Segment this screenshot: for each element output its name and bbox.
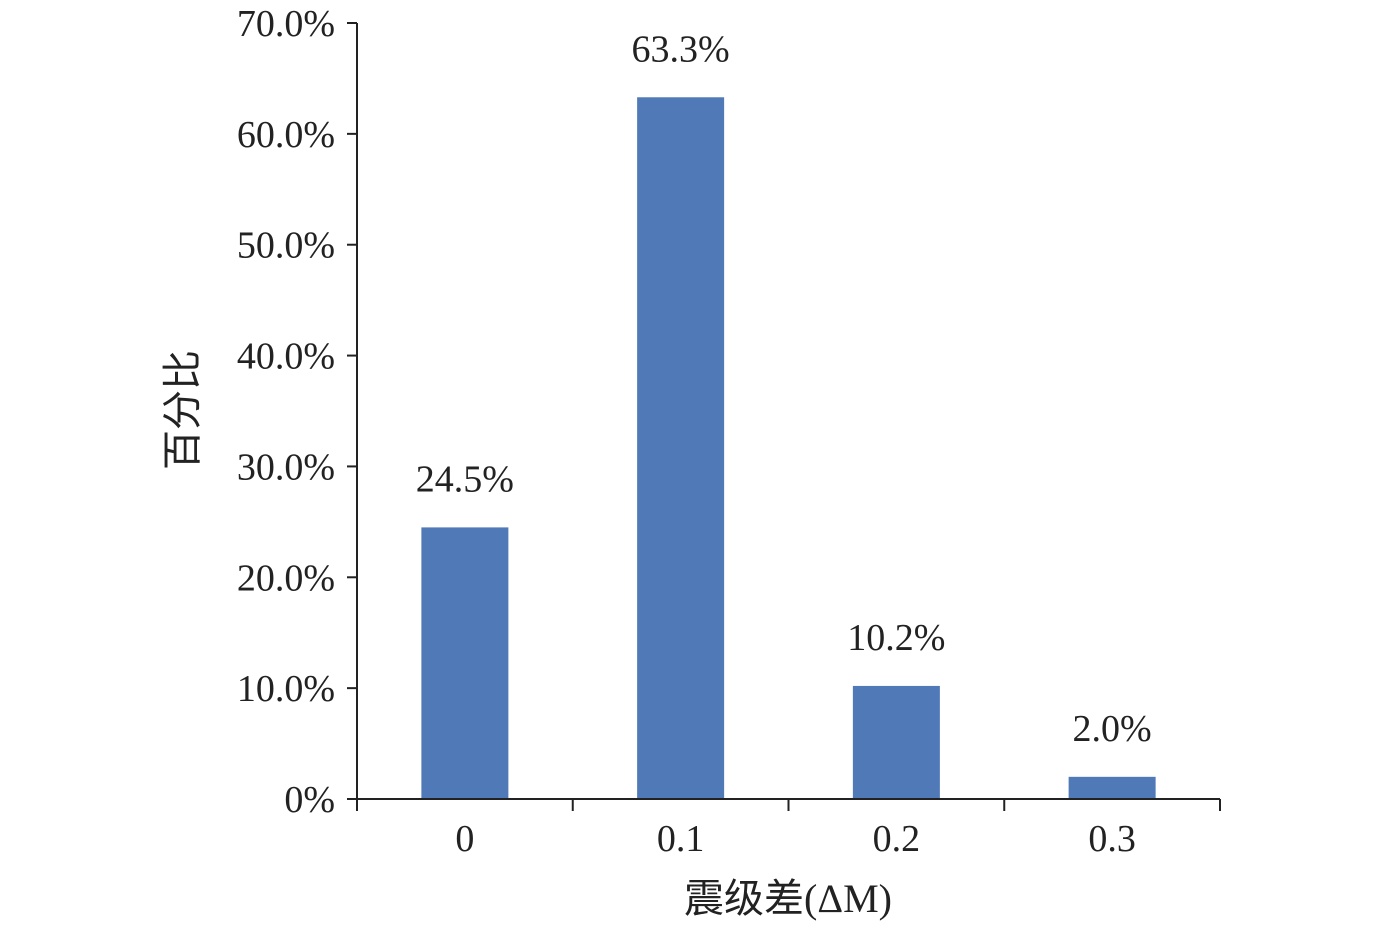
- bar: [637, 97, 725, 799]
- bar: [852, 685, 940, 799]
- y-axis-title: 百分比: [160, 350, 205, 470]
- bar-data-label: 10.2%: [847, 617, 945, 659]
- x-tick-label: 0.2: [873, 818, 921, 860]
- bar: [1068, 776, 1156, 799]
- y-tick-label: 10.0%: [237, 668, 335, 710]
- y-tick-label: 30.0%: [237, 446, 335, 488]
- x-tick-label: 0.1: [657, 818, 705, 860]
- y-tick-label: 50.0%: [237, 225, 335, 267]
- bar-data-label: 24.5%: [416, 458, 514, 500]
- x-tick-label: 0: [455, 818, 474, 860]
- y-tick-label: 20.0%: [237, 557, 335, 599]
- x-ticks-layer: 0 0.1 0.2 0.3: [356, 799, 1221, 860]
- y-ticks-layer: 0% 10.0% 20.0% 30.0% 40.0% 50.0% 60.0% 70.0%: [237, 3, 357, 821]
- x-axis-title: 震级差(ΔM): [684, 876, 892, 921]
- y-tick-label: 40.0%: [237, 336, 335, 378]
- bar-data-label: 63.3%: [632, 28, 730, 70]
- y-tick-label: 60.0%: [237, 114, 335, 156]
- bar-data-label: 2.0%: [1073, 708, 1152, 750]
- y-tick-label: 70.0%: [237, 3, 335, 45]
- x-tick-label: 0.3: [1088, 818, 1136, 860]
- y-tick-label: 0%: [284, 779, 335, 821]
- bar: [421, 527, 509, 799]
- data-labels-layer: 24.5% 63.3% 10.2% 2.0%: [416, 28, 1152, 750]
- bars-layer: [421, 97, 1156, 799]
